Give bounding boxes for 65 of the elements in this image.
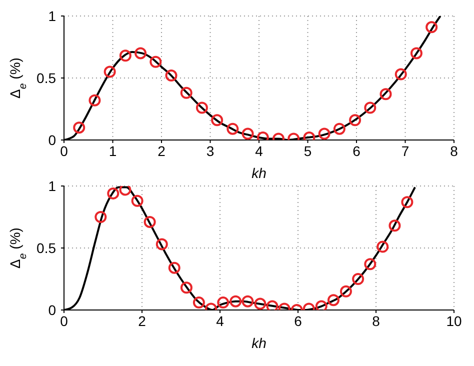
point: [327, 294, 340, 306]
point: [156, 238, 168, 250]
x-tick-label: 8: [372, 312, 380, 329]
y-tick-label: 1: [48, 178, 56, 194]
x-axis-title: kh: [252, 165, 267, 181]
point: [230, 295, 242, 308]
point: [401, 196, 414, 208]
y-tick-label: 0: [48, 132, 56, 148]
point: [180, 282, 192, 294]
point: [134, 47, 147, 60]
x-tick-label: 2: [158, 142, 166, 159]
point: [426, 21, 438, 34]
x-tick-label: 8: [450, 142, 458, 159]
point: [144, 216, 156, 228]
point: [242, 128, 254, 140]
x-axis-title: kh: [252, 335, 267, 351]
point: [352, 273, 364, 285]
point: [340, 285, 352, 298]
point: [165, 70, 178, 82]
x-tick-label: 6: [294, 312, 302, 329]
point: [226, 122, 239, 135]
x-tick-label: 5: [304, 142, 312, 159]
x-tick-label: 2: [138, 312, 146, 329]
point: [394, 68, 407, 80]
point: [168, 262, 180, 274]
point: [388, 220, 401, 232]
x-tick-label: 0: [60, 312, 68, 329]
x-tick-label: 4: [255, 142, 264, 159]
point: [119, 50, 132, 62]
point: [107, 187, 120, 200]
point: [211, 114, 224, 126]
point: [364, 258, 376, 270]
point: [376, 240, 389, 253]
x-tick-label: 7: [401, 142, 410, 159]
point: [196, 102, 208, 114]
point: [180, 86, 192, 99]
point: [380, 88, 392, 100]
point: [254, 298, 266, 310]
x-tick-label: 3: [206, 142, 214, 159]
point: [150, 56, 162, 68]
point: [242, 295, 254, 308]
y-tick-label: 0.5: [36, 240, 56, 256]
point: [73, 122, 86, 134]
point: [119, 186, 132, 196]
point: [333, 122, 346, 135]
x-tick-label: 4: [216, 312, 224, 329]
x-tick-label: 0: [60, 142, 68, 159]
point: [315, 300, 328, 310]
point: [266, 300, 278, 310]
y-tick-label: 0.5: [36, 70, 56, 86]
x-tick-label: 6: [352, 142, 361, 159]
point: [349, 114, 362, 126]
point: [364, 102, 376, 114]
point: [104, 66, 116, 78]
point: [410, 47, 422, 60]
x-tick-label: 1: [108, 142, 117, 159]
point: [131, 194, 144, 207]
point: [217, 296, 230, 309]
x-tick-label: 10: [446, 312, 462, 329]
point: [94, 211, 107, 223]
point: [192, 296, 205, 309]
point: [318, 128, 330, 140]
point: [88, 94, 101, 106]
y-tick-label: 0: [48, 302, 56, 318]
y-tick-label: 1: [48, 8, 56, 24]
